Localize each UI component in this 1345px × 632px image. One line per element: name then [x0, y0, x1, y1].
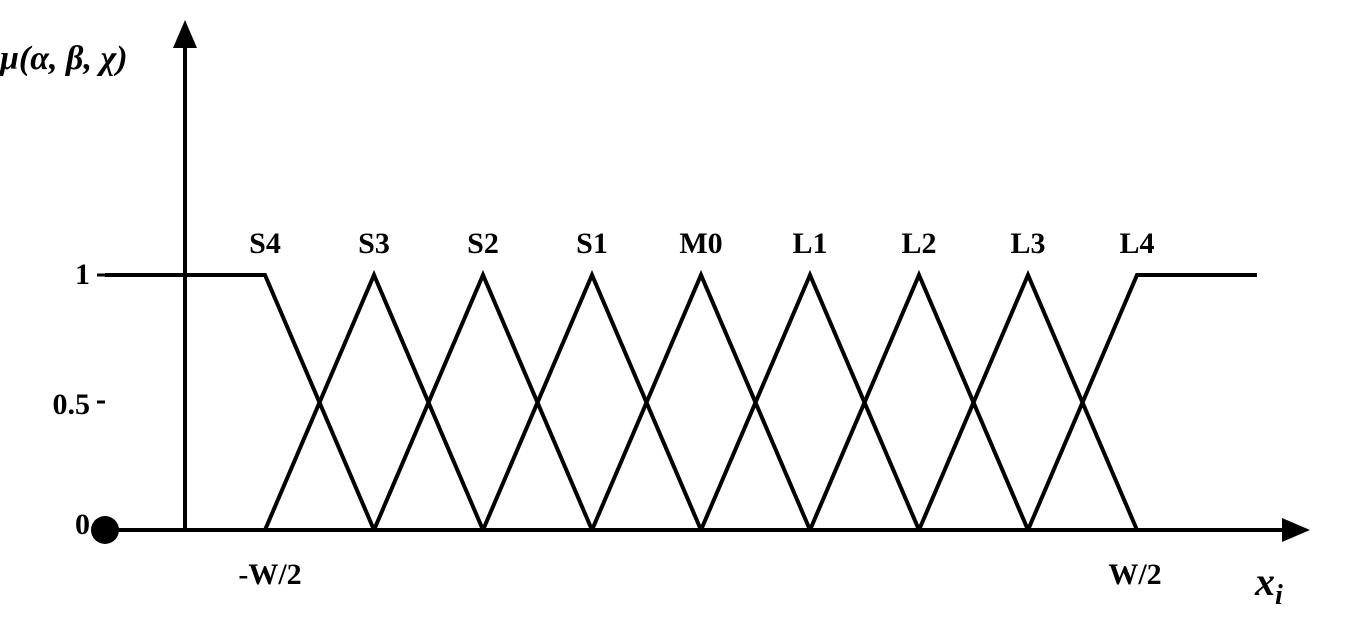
x-axis-arrow: [1282, 518, 1310, 542]
membership-function-chart: μ(α, β, χ) 1 0.5 0 S4 S3 S2 S1 M0 L1 L2 L3 L4 -W…: [0, 0, 1345, 632]
y-tick-05: 0.5: [30, 388, 90, 422]
y-tick-0: 0: [50, 508, 90, 542]
mf-l4-shoulder: [1028, 275, 1257, 530]
mf-label-l3: L3: [998, 227, 1058, 261]
chart-svg: [0, 0, 1345, 632]
mf-triangle-4: [592, 275, 810, 530]
x-tick-neg: -W/2: [225, 558, 315, 592]
y-tick-1: 1: [50, 258, 90, 292]
mf-triangle-5: [701, 275, 919, 530]
mf-label-m0: M0: [671, 227, 731, 261]
mf-label-s1: S1: [562, 227, 622, 261]
mf-triangle-6: [810, 275, 1028, 530]
mf-s4-shoulder: [105, 275, 374, 530]
mf-triangle-7: [919, 275, 1137, 530]
mf-label-l1: L1: [780, 227, 840, 261]
x-axis-label: xi: [1255, 558, 1283, 612]
mf-label-s4: S4: [235, 227, 295, 261]
mf-triangle-3: [483, 275, 701, 530]
y-axis-arrow: [173, 20, 197, 48]
mf-triangle-1: [265, 275, 483, 530]
mf-label-s2: S2: [453, 227, 513, 261]
mf-label-l2: L2: [889, 227, 949, 261]
mf-label-l4: L4: [1107, 227, 1167, 261]
mf-label-s3: S3: [344, 227, 404, 261]
x-tick-pos: W/2: [1095, 558, 1175, 592]
mf-triangle-2: [374, 275, 592, 530]
y-axis-label: μ(α, β, χ): [0, 40, 128, 78]
